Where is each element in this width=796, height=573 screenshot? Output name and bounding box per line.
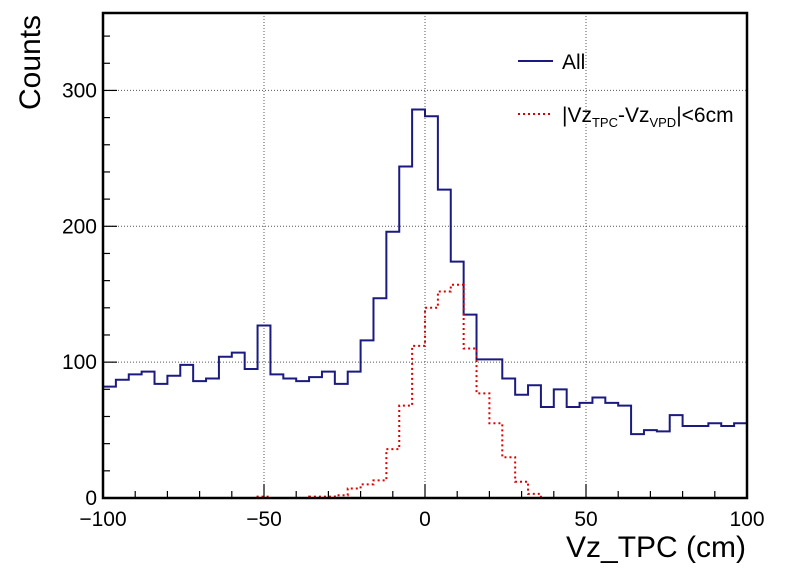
legend-cut-part-a: |Vz bbox=[562, 104, 592, 127]
legend: All |VzTPC-VzVPD|<6cm bbox=[518, 51, 734, 130]
y-tick-label: 100 bbox=[62, 351, 97, 374]
y-tick-label: 300 bbox=[62, 79, 97, 102]
legend-label-cut: |VzTPC-VzVPD|<6cm bbox=[562, 104, 734, 130]
x-tick-label: 50 bbox=[574, 508, 597, 531]
x-tick-label: −50 bbox=[246, 508, 282, 531]
series-all-line bbox=[103, 108, 748, 437]
x-tick-label: 100 bbox=[729, 508, 764, 531]
x-tick-label: 0 bbox=[419, 508, 431, 531]
y-tick-label: 0 bbox=[85, 487, 97, 510]
tick-labels: −100 −50 0 50 100 0 100 200 300 bbox=[62, 79, 765, 531]
legend-label-all: All bbox=[562, 51, 585, 74]
grid bbox=[103, 13, 747, 498]
legend-cut-part-b: -Vz bbox=[618, 104, 650, 127]
x-axis-title: Vz_TPC (cm) bbox=[566, 531, 746, 564]
axis-ticks bbox=[102, 35, 748, 499]
legend-cut-part-c: |<6cm bbox=[676, 104, 733, 127]
y-tick-label: 200 bbox=[62, 215, 97, 238]
y-axis-title: Counts bbox=[14, 15, 47, 110]
legend-cut-sub-tpc: TPC bbox=[592, 115, 618, 130]
legend-cut-sub-vpd: VPD bbox=[649, 115, 676, 130]
x-tick-label: −100 bbox=[79, 508, 126, 531]
